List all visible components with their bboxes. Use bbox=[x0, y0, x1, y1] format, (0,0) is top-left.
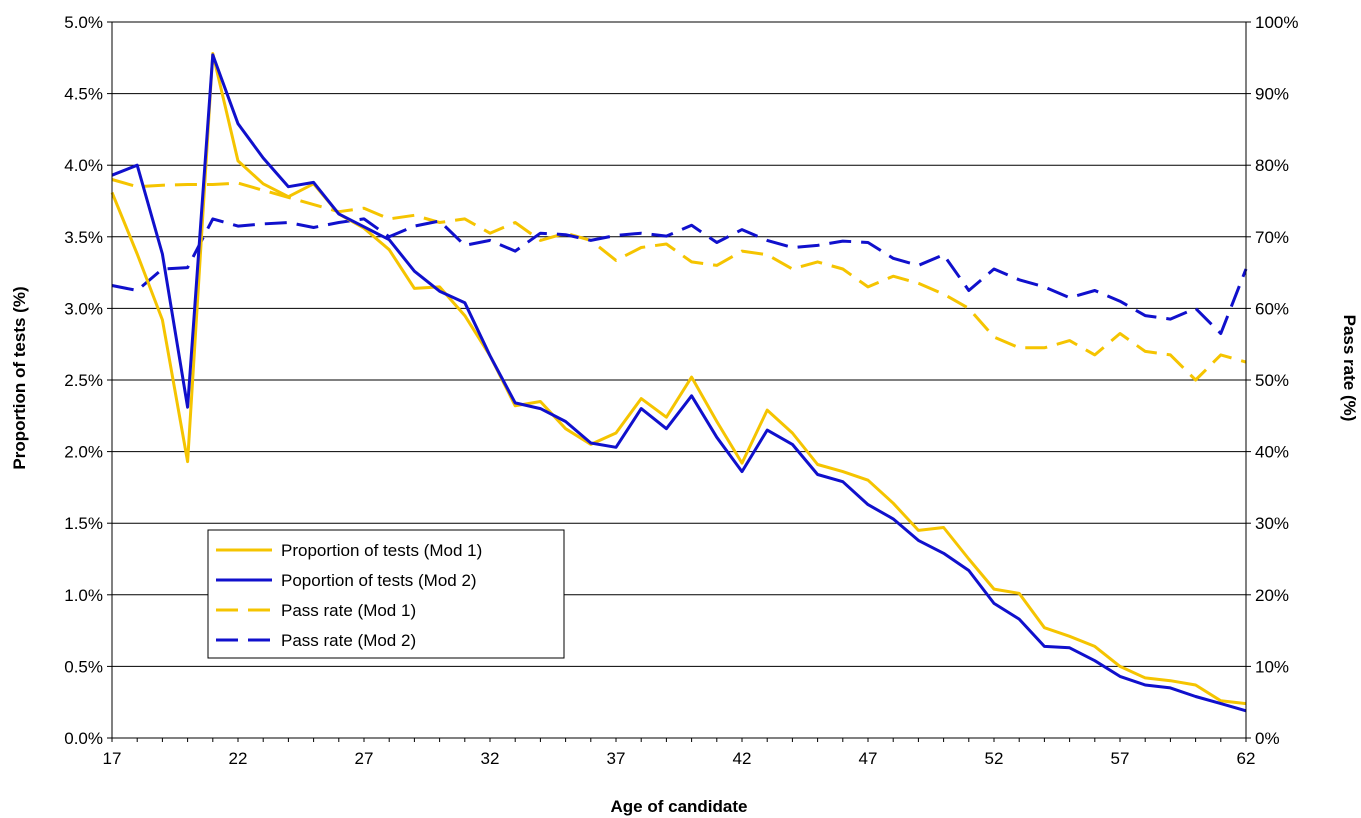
y2-tick-label: 90% bbox=[1255, 85, 1289, 104]
x-tick-label: 42 bbox=[733, 749, 752, 768]
legend-box bbox=[207, 529, 565, 659]
legend-label: Pass rate (Mod 2) bbox=[281, 631, 416, 650]
x-tick-label: 52 bbox=[985, 749, 1004, 768]
y-tick-label: 0.0% bbox=[64, 729, 103, 748]
y-tick-label: 2.0% bbox=[64, 443, 103, 462]
legend: Proportion of tests (Mod 1) Poportion of … bbox=[207, 529, 565, 659]
y2-tick-label: 40% bbox=[1255, 443, 1289, 462]
legend-label: Proportion of tests (Mod 1) bbox=[281, 541, 482, 560]
x-tick-label: 17 bbox=[103, 749, 122, 768]
y-tick-label: 4.5% bbox=[64, 85, 103, 104]
y-axis-right: 0% 10% 20% 30% 40% 50% 60% 70% 80% 90% 100% bbox=[1246, 13, 1298, 748]
x-tick-label: 32 bbox=[481, 749, 500, 768]
y2-tick-label: 20% bbox=[1255, 586, 1289, 605]
y-tick-label: 1.0% bbox=[64, 586, 103, 605]
y2-tick-label: 0% bbox=[1255, 729, 1280, 748]
x-tick-label: 22 bbox=[229, 749, 248, 768]
x-tick-label: 27 bbox=[355, 749, 374, 768]
x-tick-label: 47 bbox=[859, 749, 878, 768]
y-tick-label: 1.5% bbox=[64, 514, 103, 533]
y-tick-label: 0.5% bbox=[64, 657, 103, 676]
y2-tick-label: 100% bbox=[1255, 13, 1298, 32]
y2-tick-label: 80% bbox=[1255, 156, 1289, 175]
y2-tick-label: 10% bbox=[1255, 657, 1289, 676]
legend-label: Poportion of tests (Mod 2) bbox=[281, 571, 477, 590]
x-axis-title: Age of candidate bbox=[611, 797, 748, 816]
y2-tick-label: 50% bbox=[1255, 371, 1289, 390]
y2-tick-label: 60% bbox=[1255, 299, 1289, 318]
x-tick-label: 57 bbox=[1111, 749, 1130, 768]
y-axis-title: Proportion of tests (%) bbox=[10, 286, 29, 469]
series-line-4 bbox=[111, 217, 1248, 335]
legend-label: Pass rate (Mod 1) bbox=[281, 601, 416, 620]
y-tick-label: 5.0% bbox=[64, 13, 103, 32]
y-tick-label: 3.5% bbox=[64, 228, 103, 247]
y-tick-label: 2.5% bbox=[64, 371, 103, 390]
y-axis-left: 0.0% 0.5% 1.0% 1.5% 2.0% 2.5% 3.0% 3.5% 4.0% 4.5%… bbox=[64, 13, 112, 748]
x-tick-label: 37 bbox=[607, 749, 626, 768]
y2-tick-label: 70% bbox=[1255, 228, 1289, 247]
x-tick-label: 62 bbox=[1237, 749, 1256, 768]
y2-axis-title: Pass rate (%) bbox=[1340, 315, 1359, 422]
gridlines bbox=[112, 93, 1246, 667]
series-line-2 bbox=[111, 53, 1247, 713]
x-axis: 17 22 27 32 37 42 47 52 57 62 bbox=[103, 738, 1256, 768]
y-tick-label: 3.0% bbox=[64, 299, 103, 318]
series-line-3 bbox=[111, 178, 1247, 382]
y-tick-label: 4.0% bbox=[64, 156, 103, 175]
series-line-1 bbox=[110, 52, 1247, 706]
series-layer bbox=[110, 52, 1248, 713]
y2-tick-label: 30% bbox=[1255, 514, 1289, 533]
